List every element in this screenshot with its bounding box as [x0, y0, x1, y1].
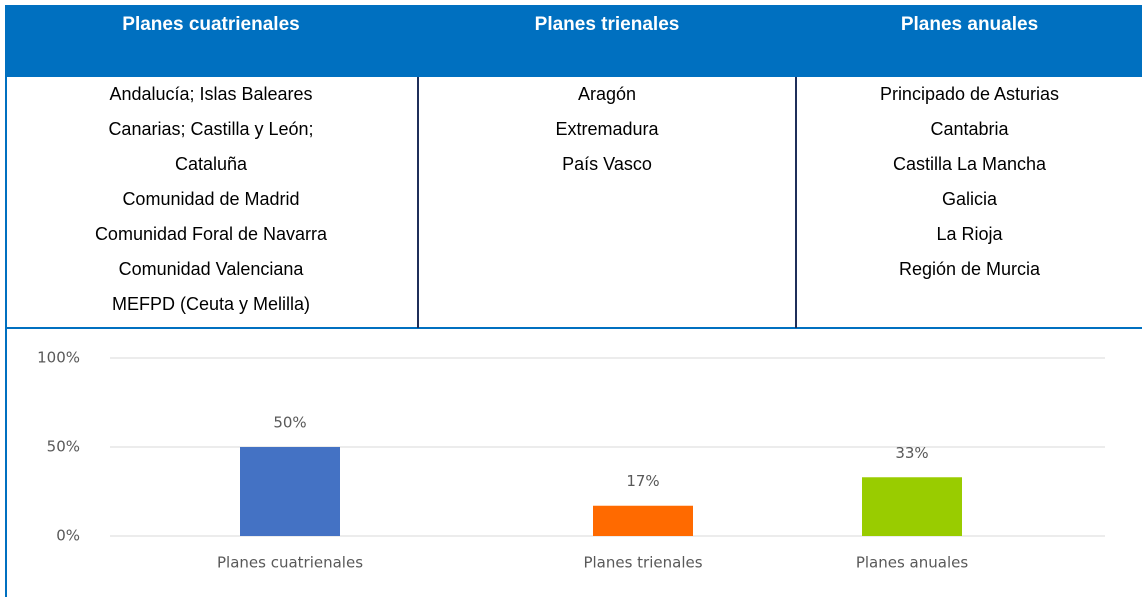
table-cell: La Rioja [936, 224, 1003, 244]
table-cell: Andalucía; Islas Baleares [109, 84, 313, 104]
x-tick-label: Planes trienales [583, 554, 702, 572]
header-cell: Planes cuatrienales [122, 14, 300, 35]
y-tick-label: 50% [47, 438, 80, 456]
table-cell: Comunidad Foral de Navarra [94, 224, 328, 244]
bar [240, 447, 340, 536]
table-cell: Principado de Asturias [879, 84, 1060, 104]
data-label: 17% [626, 472, 659, 490]
column-divider [417, 77, 419, 328]
table-cell: Cantabria [930, 119, 1009, 139]
bar [862, 477, 962, 536]
table-cell: Comunidad de Madrid [122, 189, 300, 209]
bar [593, 505, 693, 536]
table-cell: Cataluña [174, 154, 248, 174]
table-header [5, 5, 1142, 77]
table-cell: Región de Murcia [898, 259, 1041, 279]
header-cell: Planes trienales [534, 14, 680, 35]
table-cell: Comunidad Valenciana [118, 259, 304, 279]
table-column: Principado de Asturias Cantabria Castilla … [797, 77, 1142, 328]
table-cell: Extremadura [555, 119, 659, 139]
table-column: Aragón Extremadura País Vasco [419, 77, 795, 328]
left-border [5, 77, 7, 597]
y-tick-label: 100% [37, 349, 80, 367]
chart: 0% 50% 100% 50% Planes cuatrienales 17% Planes… [37, 349, 1105, 572]
y-tick-label: 0% [56, 527, 80, 545]
x-tick-label: Planes cuatrienales [217, 554, 363, 572]
table-cell: Galicia [941, 189, 998, 209]
header-cell: Planes anuales [900, 14, 1039, 35]
table-cell: Canarias; Castilla y León; [108, 119, 314, 139]
table-cell: MEFPD (Ceuta y Melilla) [111, 294, 311, 314]
table-cell: Castilla La Mancha [892, 154, 1047, 174]
table-cell: País Vasco [562, 154, 652, 174]
data-label: 50% [273, 414, 306, 432]
data-label: 33% [895, 444, 928, 462]
column-divider [795, 77, 797, 328]
table-bottom-border [5, 327, 1142, 329]
x-tick-label: Planes anuales [856, 554, 969, 572]
table-cell: Aragón [577, 84, 637, 104]
table-column: Andalucía; Islas Baleares Canarias; Casti… [5, 77, 417, 328]
